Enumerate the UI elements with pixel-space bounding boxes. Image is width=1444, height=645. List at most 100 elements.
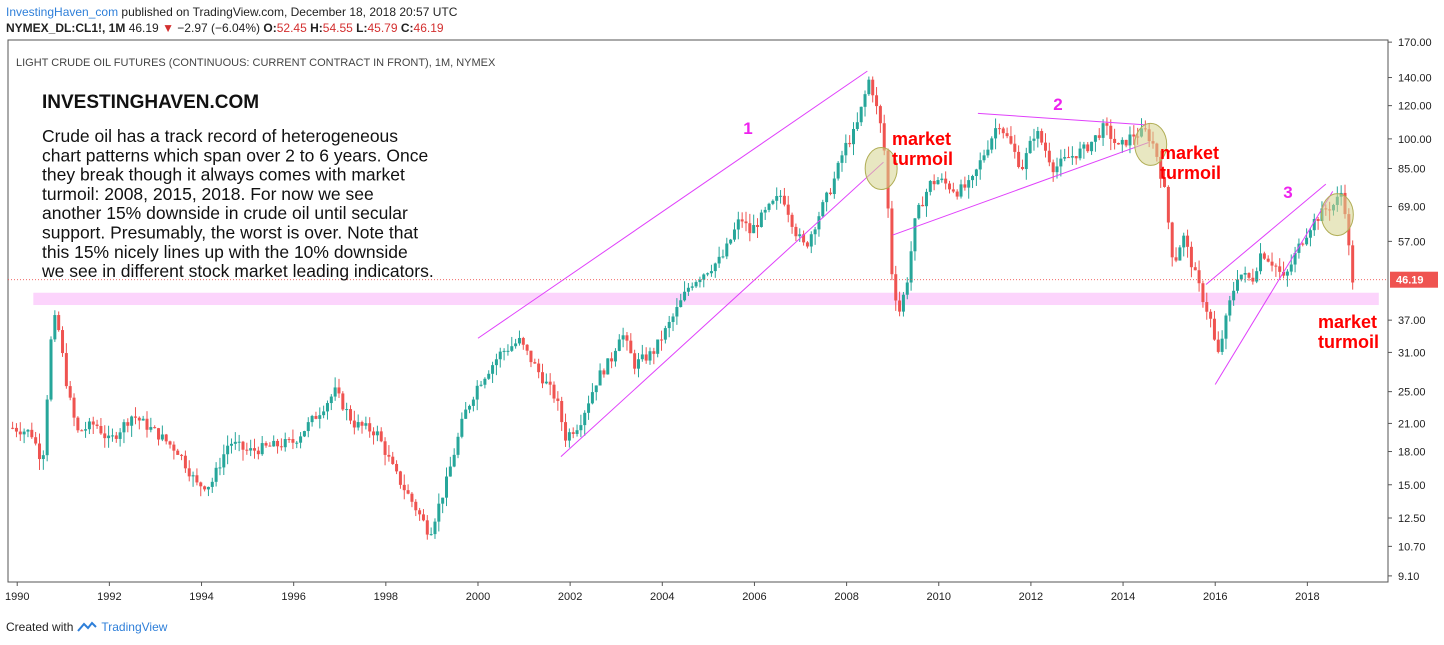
candle-body (748, 223, 752, 234)
candle-body (564, 422, 568, 441)
candle-body (967, 180, 971, 188)
trendline (892, 142, 1149, 236)
candle-body (172, 444, 176, 451)
chart-title: LIGHT CRUDE OIL FUTURES (CONTINUOUS: CUR… (16, 57, 496, 69)
candle-body (153, 427, 157, 429)
candle-body (22, 431, 26, 435)
candle-body (402, 484, 406, 491)
candle-body (1024, 153, 1028, 170)
high-value: 54.55 (322, 21, 353, 35)
candle-body (756, 225, 760, 227)
candle-body (283, 439, 287, 448)
candle-body (260, 443, 264, 455)
candle-body (798, 234, 802, 237)
price-chart[interactable]: 1990 1992 1994 1996 1998 2000 2002 2004 2006 2008… (0, 0, 1444, 615)
candle-body (771, 200, 775, 204)
candle-body (41, 455, 45, 460)
candle-body (636, 359, 640, 369)
candle-body (786, 204, 790, 215)
x-tick-label: 2004 (650, 591, 674, 603)
close-label: C: (400, 21, 414, 35)
candle-body (456, 436, 460, 455)
candle-body (1040, 131, 1044, 143)
candle-body (1174, 257, 1178, 261)
candle-body (164, 434, 168, 442)
candle-body (1028, 140, 1032, 154)
candle-body (656, 339, 660, 354)
candle-body (157, 428, 161, 440)
candle-body (905, 282, 909, 295)
candle-body (1043, 142, 1047, 151)
candle-body (210, 481, 214, 487)
candle-body (694, 282, 698, 287)
candle-body (356, 422, 360, 428)
candle-body (794, 226, 798, 237)
candle-body (613, 350, 617, 362)
trendline (1214, 191, 1334, 385)
plot-frame (7, 39, 1389, 583)
candle-body (57, 315, 61, 331)
candle-body (1047, 150, 1051, 163)
tradingview-link[interactable]: TradingView (101, 620, 168, 634)
candle-body (913, 218, 917, 252)
candle-body (295, 442, 299, 444)
candle-body (45, 399, 49, 456)
candle-body (809, 234, 813, 247)
candle-body (1308, 230, 1312, 238)
candle-body (506, 350, 510, 352)
y-tick-label: 85.00 (1398, 164, 1426, 176)
candle-body (383, 441, 387, 455)
y-tick-label: 170.00 (1398, 37, 1432, 49)
pattern-number-label: 1 (743, 119, 752, 138)
candle-body (452, 454, 456, 467)
candle-body (502, 350, 506, 352)
candle-body (425, 520, 429, 535)
candle-body (372, 431, 376, 436)
candle-body (560, 400, 564, 423)
candle-body (1259, 253, 1263, 272)
candle-body (1067, 157, 1071, 159)
publisher-link[interactable]: InvestingHaven_com (6, 5, 119, 19)
candle-body (1063, 157, 1067, 159)
candle-body (118, 432, 122, 439)
candle-body (690, 286, 694, 288)
change-value: −2.97 (−6.04%) (177, 21, 261, 35)
candle-body (1005, 133, 1009, 137)
candle-body (878, 106, 882, 124)
candle-body (114, 435, 118, 439)
candle-body (398, 471, 402, 485)
candle-body (218, 467, 222, 469)
candle-body (1312, 219, 1316, 231)
candle-body (644, 354, 648, 361)
candle-body (1243, 273, 1247, 275)
candle-body (894, 274, 898, 301)
y-tick-label: 140.00 (1398, 73, 1432, 85)
candle-body (1193, 267, 1197, 271)
candle-body (917, 204, 921, 219)
candle-body (1274, 265, 1278, 267)
candle-body (498, 351, 502, 360)
candle-body (141, 418, 145, 421)
candle-body (721, 256, 725, 258)
candle-body (237, 441, 241, 443)
candle-body (602, 370, 606, 375)
candle-body (702, 274, 706, 280)
candle-body (95, 424, 99, 426)
candle-body (352, 420, 356, 428)
candle-body (1278, 266, 1282, 272)
candle-body (61, 330, 65, 354)
x-tick-label: 2018 (1295, 591, 1319, 603)
candle-body (130, 416, 134, 426)
candle-body (825, 192, 829, 203)
x-tick-label: 2012 (1019, 591, 1043, 603)
candle-body (14, 427, 18, 432)
candle-body (1209, 311, 1213, 319)
candle-body (548, 381, 552, 385)
candle-body (64, 353, 68, 387)
candle-body (1216, 339, 1220, 352)
candle-body (160, 434, 164, 440)
candle-body (487, 373, 491, 379)
candle-body (414, 501, 418, 511)
candle-body (944, 178, 948, 184)
candle-body (1255, 271, 1259, 282)
